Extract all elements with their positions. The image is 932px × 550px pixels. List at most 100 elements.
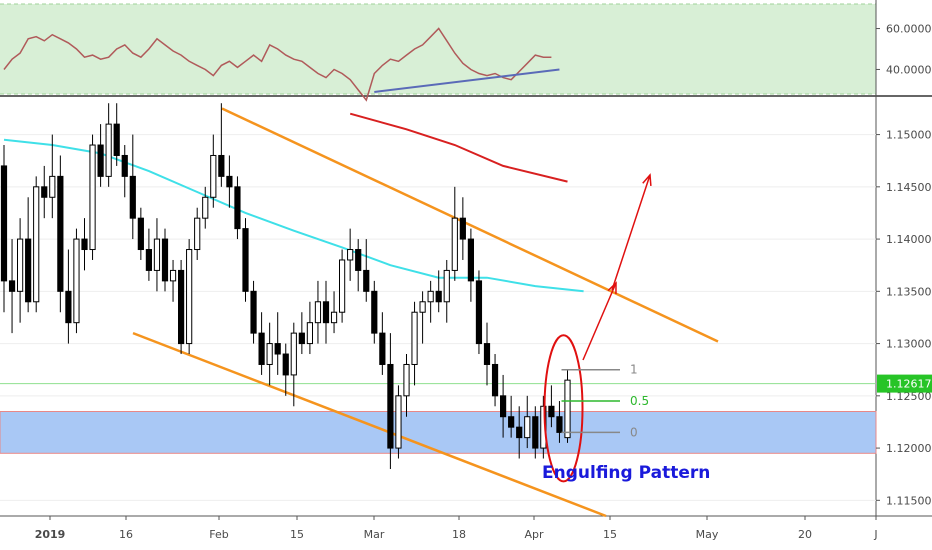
candle [65, 249, 72, 344]
indicator-line [3, 27, 552, 102]
candle-body [467, 238, 474, 282]
candle-body [41, 186, 48, 198]
candle-body [81, 238, 88, 251]
candle-body [226, 175, 233, 188]
candle-body [387, 363, 394, 449]
candle-body [322, 301, 330, 324]
candle [339, 249, 346, 323]
candle-body [57, 175, 64, 292]
candle [491, 354, 499, 407]
candle-body [556, 416, 563, 433]
candle-body [33, 186, 40, 303]
candle-body [475, 280, 483, 345]
candle-body [427, 290, 434, 303]
candle [532, 406, 539, 459]
candle [290, 322, 297, 407]
candle-body [137, 217, 144, 251]
candle [137, 207, 144, 260]
candle-body [202, 196, 209, 219]
candle-body [274, 343, 281, 355]
candle [153, 218, 161, 292]
candle [178, 259, 185, 355]
candle-body [355, 249, 362, 271]
candle-body [339, 259, 346, 313]
candle-body [532, 416, 539, 449]
candle-body [258, 332, 265, 365]
candle-body [443, 269, 450, 303]
candles [0, 103, 571, 469]
candle [194, 207, 201, 260]
projection-arrow-1 [582, 281, 617, 361]
candle [387, 333, 394, 469]
candle [516, 406, 523, 459]
time-tick-label: 15 [603, 528, 617, 541]
candle [379, 312, 386, 375]
candle [483, 322, 491, 386]
candle-body [371, 290, 378, 334]
time-tick-label: 18 [452, 528, 466, 541]
candle [113, 103, 120, 166]
candle [524, 395, 531, 449]
candle-body [282, 353, 289, 376]
time-tick-label: 16 [119, 528, 133, 541]
time-tick-label: Apr [524, 528, 544, 541]
candle [0, 145, 8, 313]
candle [451, 186, 458, 281]
candle [89, 134, 96, 260]
time-tick-label: Feb [209, 528, 228, 541]
candle-body [548, 405, 555, 418]
candle [419, 291, 426, 344]
price-axis: 1.15000 1.14500 1.14000 1.13500 1.13000 1.125… [876, 129, 932, 507]
candle [121, 145, 128, 198]
candle-body [169, 269, 177, 282]
candle [403, 354, 410, 417]
candle-body [508, 416, 515, 428]
candle-body [218, 154, 225, 177]
candle [210, 134, 217, 208]
candle [145, 228, 153, 281]
candle-body [250, 290, 257, 334]
candle [17, 218, 24, 323]
candle [81, 218, 88, 271]
current-price-label: 1.12617 [886, 378, 932, 391]
candle [8, 239, 16, 334]
channel-upper [221, 107, 719, 343]
candle [57, 155, 64, 313]
candle [564, 369, 571, 443]
candle [314, 280, 322, 344]
candle-body [483, 343, 491, 365]
candle-body [491, 363, 499, 397]
candle [322, 280, 330, 344]
candle-body [435, 290, 442, 303]
projection-arrow-2 [611, 173, 652, 291]
candle [97, 124, 104, 187]
candle [475, 270, 483, 355]
candle-body [25, 238, 32, 303]
fib-label: 0.5 [630, 394, 649, 408]
indicator-tick-label: 40.0000 [886, 63, 932, 76]
candle [129, 134, 136, 240]
price-tick-label: 1.12500 [886, 390, 932, 403]
fibonacci-levels: 10.50 [561, 363, 649, 439]
candle [242, 218, 249, 302]
candle-body [330, 311, 338, 324]
current-price-tag [877, 374, 932, 393]
candle [363, 239, 370, 302]
time-tick-label: 2019 [35, 528, 66, 541]
candle-body [234, 186, 241, 230]
candle [467, 228, 474, 302]
candle-body [186, 249, 193, 345]
fib-label: 1 [630, 363, 638, 377]
annotation-engulfing-pattern: Engulfing Pattern [542, 463, 710, 483]
arrow-head [607, 281, 617, 295]
candle [282, 343, 289, 396]
candle [25, 197, 32, 313]
candle-body [298, 332, 305, 345]
fib-label: 0 [630, 425, 638, 439]
candle [443, 259, 450, 323]
candle [105, 103, 112, 187]
candle-body [266, 343, 273, 365]
arrow-shaft [611, 174, 651, 291]
